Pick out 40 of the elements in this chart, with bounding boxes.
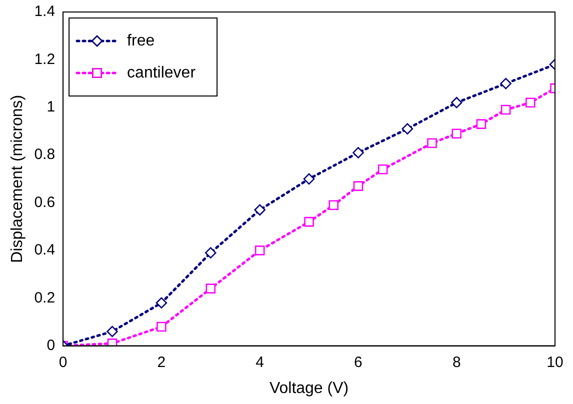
point [500, 78, 512, 90]
point [450, 96, 462, 108]
point [402, 123, 414, 134]
x-tick-label: 8 [452, 354, 461, 371]
point [204, 247, 216, 258]
point [107, 338, 118, 346]
x-tick-label: 4 [256, 354, 264, 371]
point [427, 138, 437, 148]
y-tick-label: 0.6 [34, 194, 56, 211]
point [156, 322, 166, 332]
y-tick-label: 0 [46, 336, 56, 354]
point [353, 181, 364, 191]
point [254, 204, 266, 216]
point [304, 216, 314, 227]
point [352, 147, 364, 158]
y-tick-label: 0.8 [34, 146, 56, 164]
y-tick-label: 1.4 [34, 3, 56, 20]
point [500, 104, 511, 115]
y-tick-label: 0.4 [34, 242, 56, 259]
y-tick-label: 0.2 [34, 289, 56, 306]
point [328, 200, 339, 210]
point [106, 326, 118, 338]
x-tick-label: 0 [58, 354, 68, 371]
y-tick-label: 1 [46, 98, 56, 116]
point [303, 173, 315, 185]
legend-label: cantilever [127, 64, 196, 82]
point [476, 119, 486, 129]
x-axis-title: Voltage (V) [269, 380, 349, 397]
legend-label: free [127, 32, 155, 50]
point [254, 246, 265, 256]
x-tick-label: 6 [354, 354, 362, 371]
y-axis-title: Displacement (microns) [9, 94, 26, 263]
point [452, 128, 462, 138]
x-tick-label: 10 [546, 354, 564, 371]
point [526, 98, 536, 108]
y-tick-label: 1.2 [34, 50, 56, 68]
point [378, 164, 388, 174]
x-tick-label: 2 [157, 354, 166, 371]
point [156, 297, 168, 309]
point [206, 284, 216, 294]
